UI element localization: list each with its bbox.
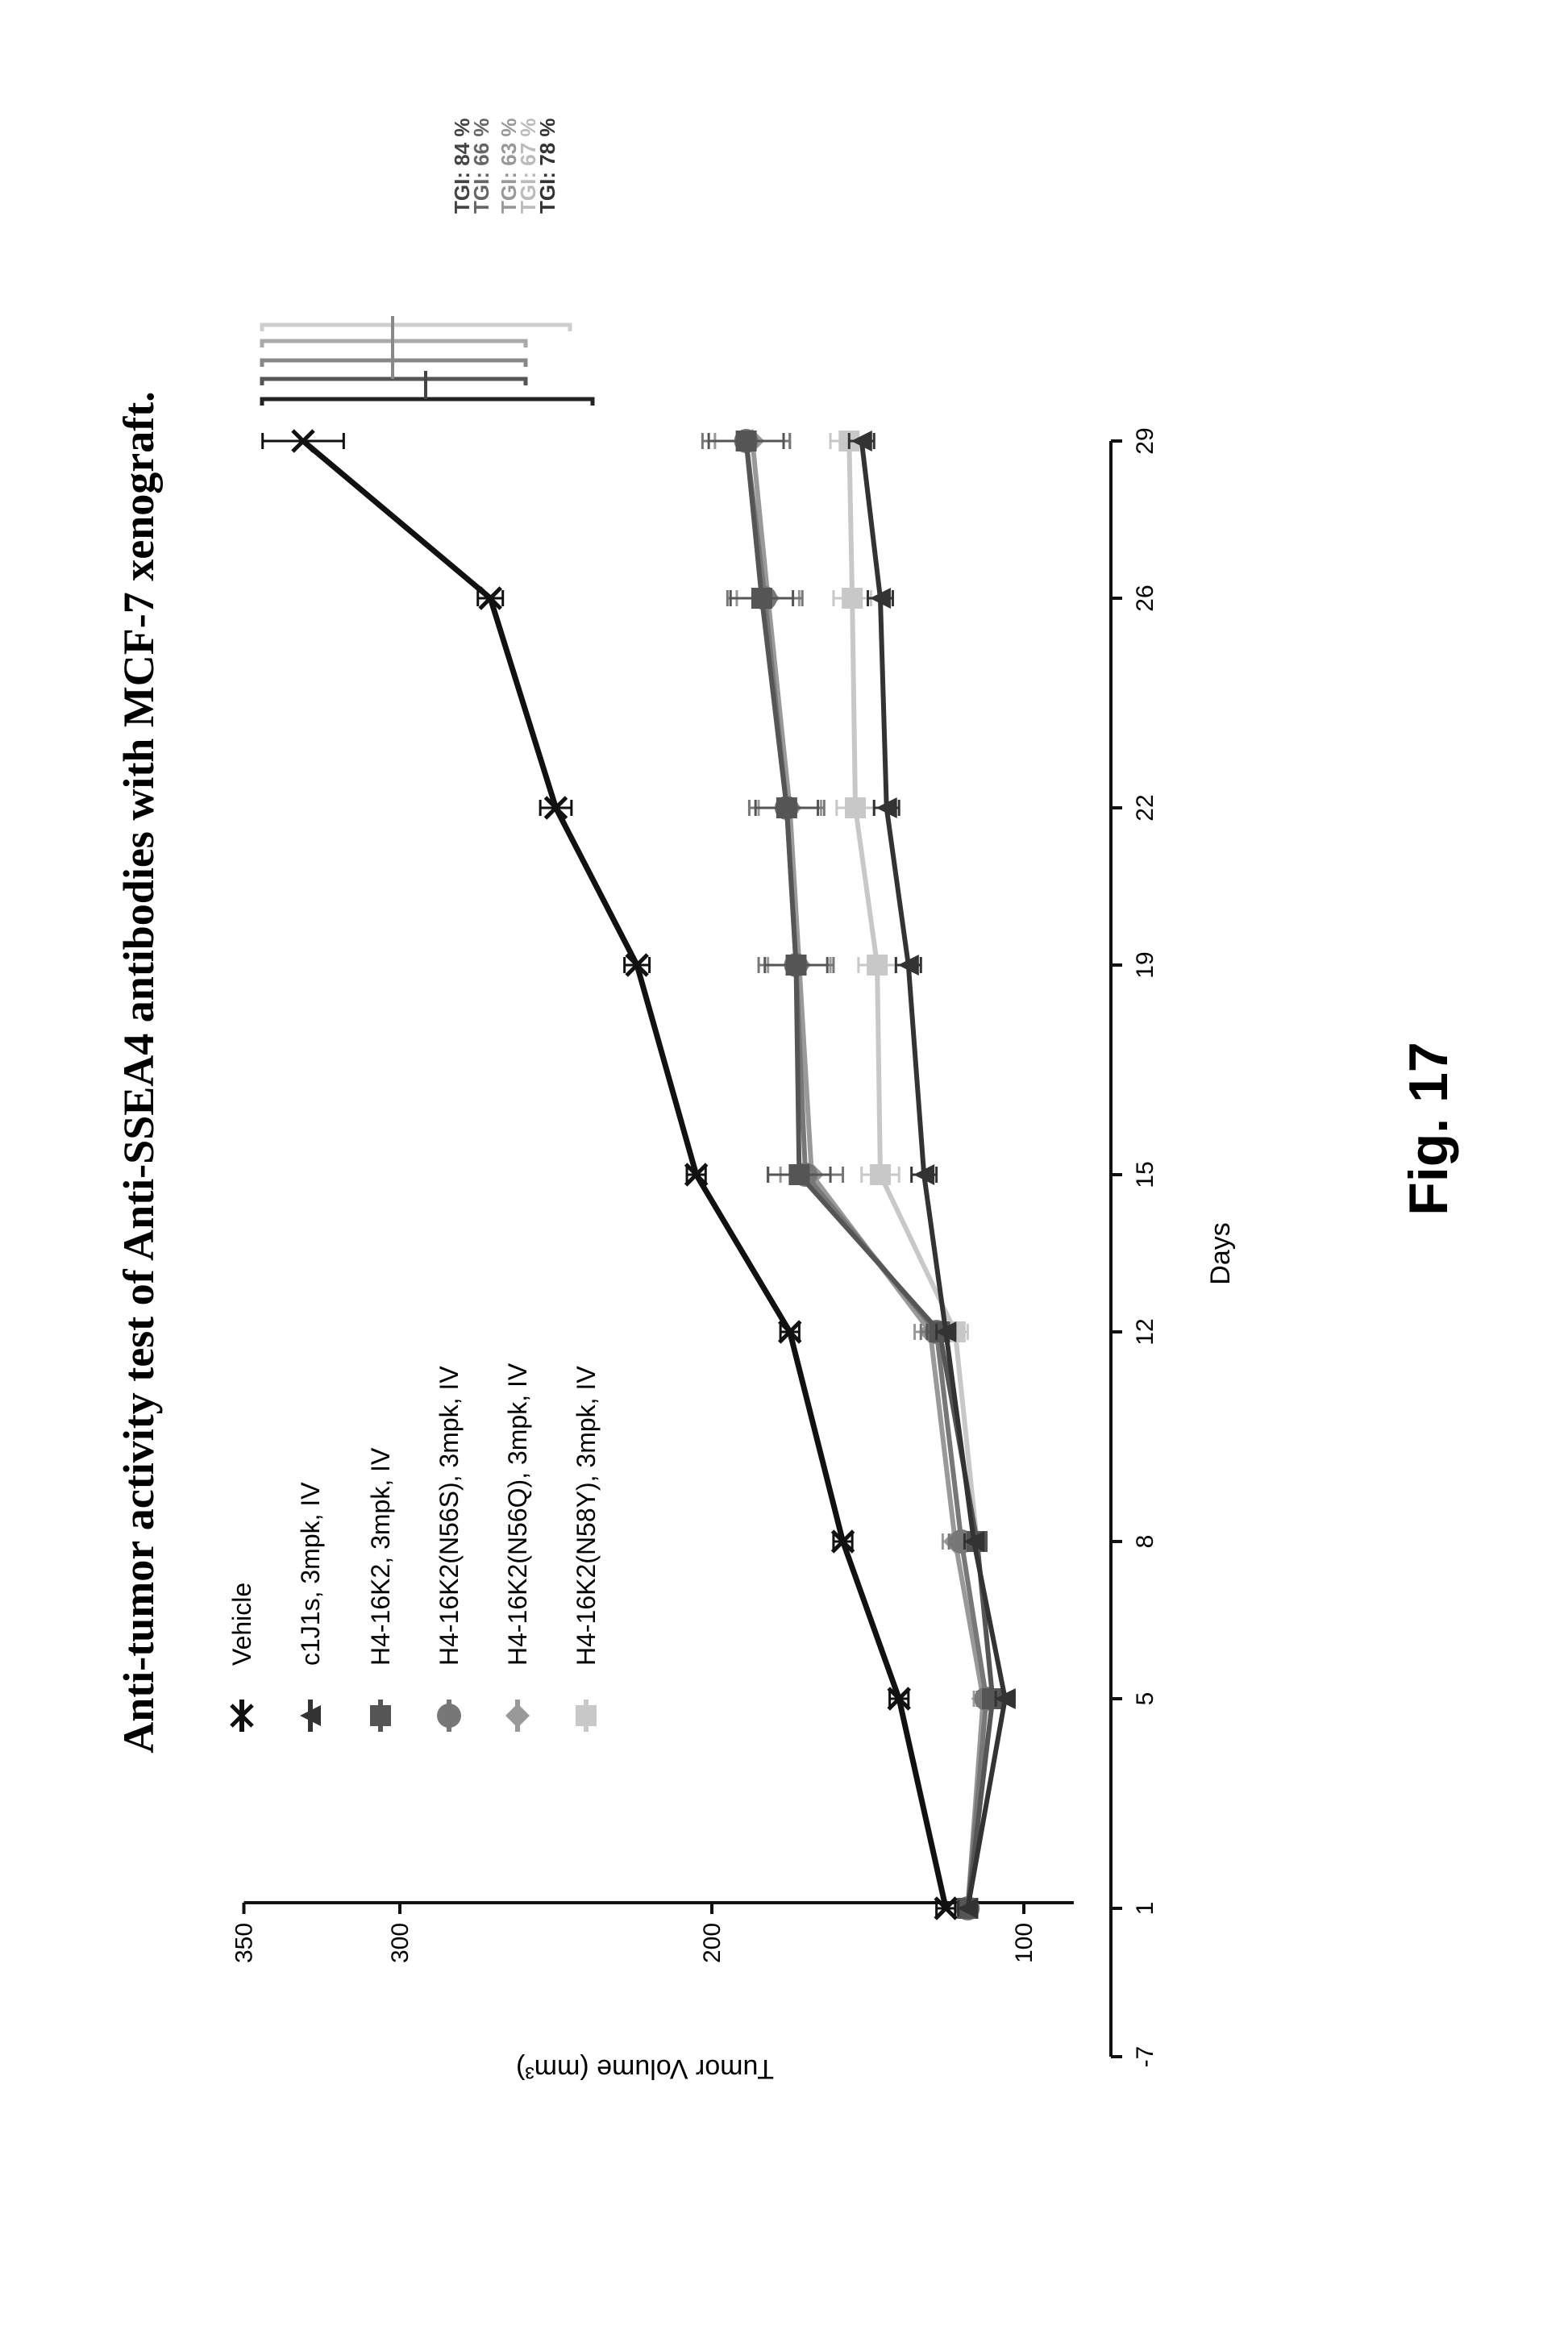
data-point (625, 953, 649, 977)
data-point (994, 1688, 1016, 1709)
tgi-label: TGI: 78 % (535, 119, 559, 214)
data-point (851, 431, 872, 451)
series-c1j1s-3mpk-iv (847, 431, 1016, 1919)
bracket (260, 377, 528, 385)
data-point (291, 429, 315, 453)
data-point (957, 1898, 979, 1919)
data-point (788, 1164, 810, 1185)
data-point (776, 797, 797, 818)
bracket (260, 397, 595, 406)
data-point (963, 1531, 985, 1552)
y-tick-label: 350 (231, 1923, 258, 1963)
bracket (260, 322, 572, 331)
legend-label: H4-16K2(N56Q), 3mpk, IV (503, 1363, 532, 1666)
x-tick-label: 19 (1132, 951, 1158, 978)
data-point (934, 1896, 959, 1920)
legend-label: c1J1s, 3mpk, IV (296, 1482, 325, 1666)
legend-marker (505, 1704, 530, 1728)
tgi-label: TGI: 63 % (497, 119, 521, 214)
y-tick-label: 300 (387, 1923, 414, 1963)
x-tick-label: 29 (1132, 427, 1158, 454)
data-point (543, 796, 568, 820)
x-tick-label: 12 (1132, 1318, 1158, 1345)
series-vehicle (261, 429, 959, 1920)
data-point (478, 586, 502, 610)
legend-item: H4-16K2(N56S), 3mpk, IV (435, 1366, 464, 1732)
legend-item: H4-16K2, 3mpk, IV (366, 1447, 395, 1732)
data-point (913, 1164, 935, 1185)
legend-label: Vehicle (227, 1583, 256, 1666)
legend-marker (230, 1704, 254, 1728)
tgi-label: TGI: 66 % (469, 119, 493, 214)
data-point (751, 588, 772, 609)
data-point (845, 797, 867, 818)
legend-label: H4-16K2, 3mpk, IV (366, 1447, 395, 1666)
data-point (876, 797, 897, 818)
legend-item: H4-16K2(N58Y), 3mpk, IV (572, 1366, 601, 1732)
data-point (735, 431, 757, 451)
data-point (887, 1687, 911, 1711)
x-axis-label: Days (1205, 1222, 1236, 1284)
legend-item: H4-16K2(N56Q), 3mpk, IV (503, 1363, 532, 1732)
y-tick-label: 100 (1011, 1923, 1038, 1963)
series-h4-16k2-3mpk-iv (707, 431, 1004, 1919)
data-point (842, 588, 863, 609)
data-point (869, 1164, 891, 1185)
x-tick-label: 15 (1132, 1161, 1158, 1188)
series-h4-16k2-n56s-3mpk-iv (701, 429, 999, 1920)
x-tick-label: 22 (1132, 794, 1158, 821)
x-tick-label: 26 (1132, 585, 1158, 611)
x-tick-label: 1 (1132, 1902, 1158, 1916)
figure-label: Fig. 17 (1398, 1042, 1459, 1215)
tgi-brackets (260, 316, 595, 406)
y-axis-label: Tumor Volume (mm³) (516, 2053, 774, 2084)
legend-item: Vehicle (227, 1583, 256, 1732)
legend-label: H4-16K2(N56S), 3mpk, IV (435, 1366, 464, 1666)
chart-title: Anti-tumor activity test of Anti-SSEA4 a… (114, 391, 163, 1753)
data-point (869, 588, 891, 609)
legend: Vehicle c1J1s, 3mpk, IV H4-16K2, 3mpk, IV H… (227, 1363, 601, 1732)
legend-marker (576, 1705, 597, 1726)
series-line (301, 439, 949, 1909)
tgi-label: TGI: 67 % (516, 119, 540, 214)
data-point (897, 955, 919, 976)
x-tick-label: -7 (1132, 2046, 1158, 2068)
data-point (684, 1163, 709, 1187)
data-point (785, 955, 807, 976)
tgi-annotations: TGI: 84 %TGI: 66 % TGI: 63 %TGI: 67 %TGI:… (450, 119, 559, 214)
legend-item: c1J1s, 3mpk, IV (296, 1482, 325, 1732)
legend-label: H4-16K2(N58Y), 3mpk, IV (572, 1366, 601, 1666)
data-point (830, 1529, 855, 1554)
legend-marker (370, 1705, 391, 1726)
tgi-label: TGI: 84 % (450, 119, 474, 214)
data-point (935, 1321, 957, 1342)
legend-marker (437, 1704, 461, 1728)
data-point (777, 1320, 802, 1344)
y-tick-label: 200 (699, 1923, 726, 1963)
series-layer (261, 429, 1016, 1920)
data-point (867, 955, 888, 976)
x-tick-label: 8 (1132, 1535, 1158, 1549)
legend-marker (300, 1705, 321, 1726)
x-tick-label: 5 (1132, 1692, 1158, 1706)
